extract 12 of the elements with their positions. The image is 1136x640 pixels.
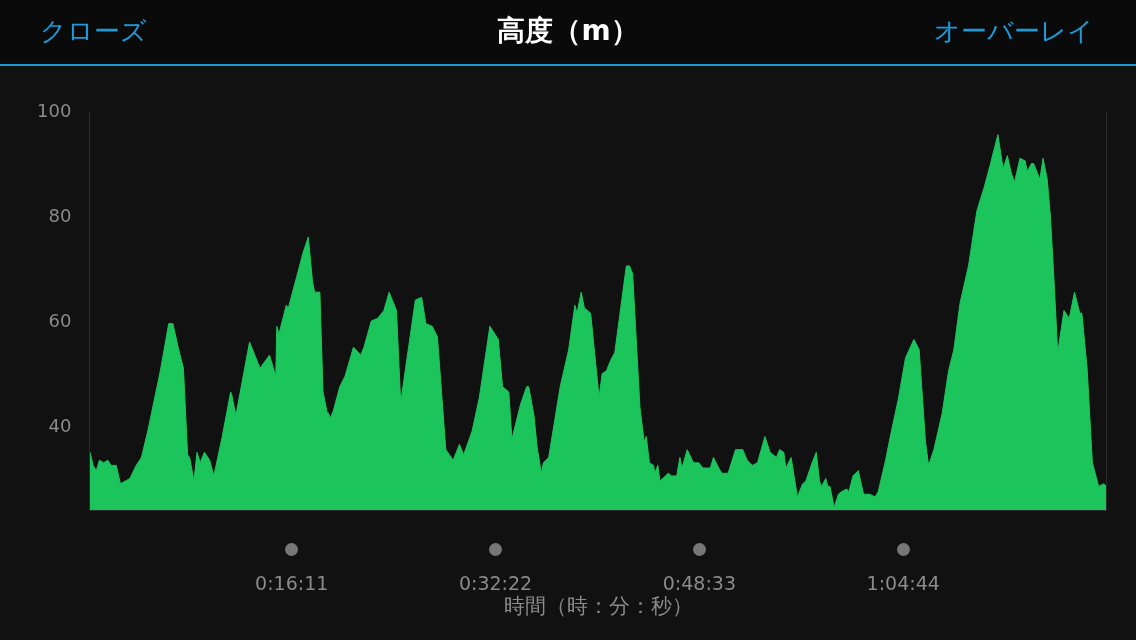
y-tick-label: 100 [37, 100, 72, 122]
y-tick-label: 60 [48, 310, 72, 332]
x-tick-label: 0:16:11 [255, 571, 329, 594]
y-tick-label: 40 [48, 415, 72, 437]
overlay-button[interactable]: オーバーレイ [934, 14, 1094, 49]
y-tick-label: 80 [48, 205, 72, 227]
x-axis-title: 時間（時：分：秒） [503, 593, 693, 618]
x-tick-label: 1:04:44 [866, 571, 940, 594]
x-tick-label: 0:32:22 [458, 571, 533, 594]
x-tick-label: 0:48:33 [662, 571, 737, 594]
chart-title: 高度（m） [497, 14, 639, 47]
close-button[interactable]: クローズ [40, 14, 147, 49]
